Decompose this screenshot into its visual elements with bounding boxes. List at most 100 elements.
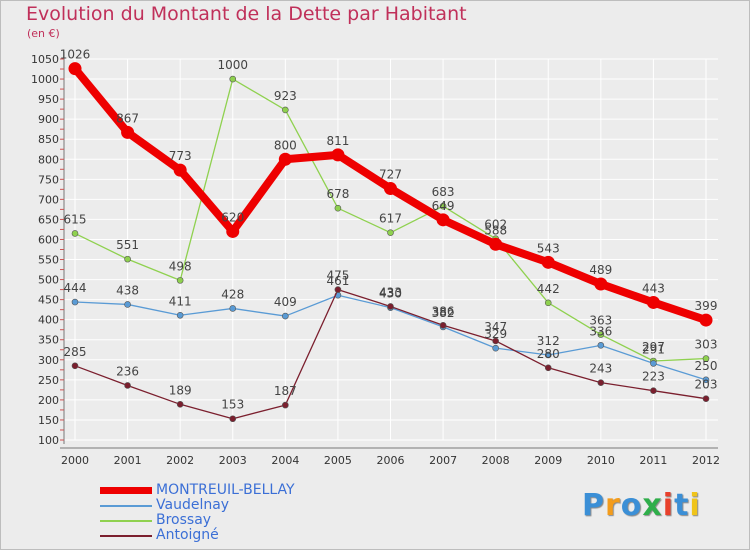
legend-label: Vaudelnay <box>156 497 230 513</box>
data-label: 773 <box>169 149 192 163</box>
y-tick-label: 800 <box>38 153 59 166</box>
data-point <box>124 382 131 389</box>
data-label: 543 <box>537 241 560 255</box>
data-label: 280 <box>537 347 560 361</box>
legend-item: Vaudelnay <box>100 498 295 513</box>
legend-swatch <box>100 534 152 537</box>
y-tick-label: 700 <box>38 193 59 206</box>
proxiti-logo: Proxiti <box>582 488 701 523</box>
data-label: 382 <box>432 306 455 320</box>
data-label: 433 <box>379 285 402 299</box>
y-tick-label: 600 <box>38 233 59 246</box>
data-label: 683 <box>432 185 455 199</box>
grid-layer <box>64 58 718 441</box>
data-label: 386 <box>432 304 455 318</box>
data-point <box>229 75 237 83</box>
x-tick-label: 2000 <box>61 454 89 467</box>
data-point <box>282 312 289 320</box>
data-point <box>68 62 82 76</box>
data-point <box>331 148 345 162</box>
data-label: 243 <box>589 362 612 376</box>
data-point <box>492 344 499 352</box>
data-point <box>439 202 447 210</box>
data-point <box>544 351 552 359</box>
legend-item: Antoigné <box>100 528 295 543</box>
data-label: 428 <box>221 287 244 301</box>
data-point <box>702 376 710 384</box>
y-tick-label: 650 <box>38 213 59 226</box>
data-label: 489 <box>589 263 612 277</box>
data-point <box>229 415 237 423</box>
x-tick-label: 2004 <box>271 454 299 467</box>
data-point <box>436 213 450 227</box>
data-label: 551 <box>116 238 139 252</box>
data-point <box>229 305 237 312</box>
data-label: 588 <box>484 223 507 237</box>
data-point <box>226 224 240 238</box>
data-label: 867 <box>116 111 139 125</box>
data-label: 189 <box>169 383 192 397</box>
x-tick-label: 2006 <box>377 454 405 467</box>
y-tick-label: 400 <box>38 314 59 327</box>
data-point <box>124 301 131 308</box>
data-label: 649 <box>432 199 455 213</box>
data-label: 411 <box>169 294 192 308</box>
data-point <box>334 286 342 293</box>
data-point <box>71 362 79 370</box>
data-point <box>541 255 555 269</box>
data-point <box>597 342 605 349</box>
data-point <box>71 298 79 306</box>
data-label: 223 <box>642 370 665 384</box>
data-label: 399 <box>695 299 718 313</box>
data-point <box>387 229 394 236</box>
data-label: 187 <box>274 384 297 398</box>
data-point <box>124 255 131 263</box>
data-point <box>597 379 605 386</box>
legend-swatch <box>100 487 152 494</box>
data-label: 153 <box>221 398 244 412</box>
data-point <box>650 387 657 394</box>
data-point <box>384 182 397 196</box>
y-tick-label: 1000 <box>31 73 59 86</box>
data-label: 475 <box>326 269 349 283</box>
x-tick-label: 2005 <box>324 454 352 467</box>
x-tick-label: 2011 <box>639 454 667 467</box>
data-point <box>594 277 608 291</box>
data-point <box>702 395 710 402</box>
data-label: 297 <box>642 340 665 354</box>
data-label: 336 <box>589 324 612 338</box>
data-point <box>544 299 552 307</box>
data-point <box>387 303 394 310</box>
x-tick-label: 2002 <box>166 454 194 467</box>
data-label: 800 <box>274 138 297 152</box>
data-point <box>646 295 660 309</box>
chart-title: Evolution du Montant de la Dette par Hab… <box>26 3 467 25</box>
data-label: 430 <box>379 287 402 301</box>
data-point <box>489 237 503 251</box>
data-point <box>176 277 184 284</box>
data-label: 250 <box>695 359 718 373</box>
legend-label: Antoigné <box>156 527 219 543</box>
data-label: 615 <box>64 212 87 226</box>
x-tick-label: 2001 <box>114 454 142 467</box>
data-label: 444 <box>64 281 87 295</box>
data-label: 1000 <box>217 58 248 72</box>
data-point <box>699 313 713 327</box>
y-tick-label: 150 <box>38 414 59 427</box>
data-point <box>121 125 135 139</box>
legend: MONTREUIL-BELLAY Vaudelnay Brossay Antoigné <box>100 483 295 543</box>
x-tick-label: 2007 <box>429 454 457 467</box>
legend-swatch <box>100 519 152 522</box>
x-tick-label: 2009 <box>534 454 562 467</box>
y-tick-label: 450 <box>38 294 59 307</box>
legend-item: Brossay <box>100 513 295 528</box>
data-label: 285 <box>64 345 87 359</box>
data-label: 617 <box>379 212 402 226</box>
data-label: 923 <box>274 89 297 103</box>
series-layer <box>68 62 713 423</box>
y-tick-label: 250 <box>38 374 59 387</box>
chart-unit-label: (en €) <box>27 27 60 40</box>
data-point <box>544 364 552 372</box>
y-tick-label: 850 <box>38 133 59 146</box>
